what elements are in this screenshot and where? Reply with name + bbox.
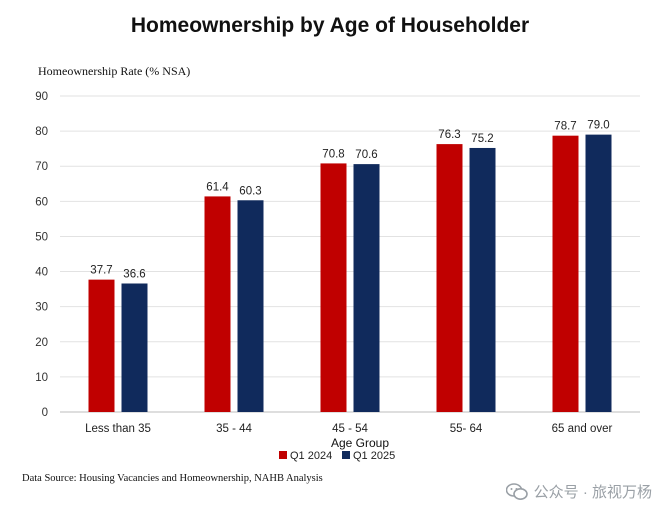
data-label: 70.6 <box>355 149 377 161</box>
chart-title: Homeownership by Age of Householder <box>130 14 530 37</box>
legend-label: Q1 2024 <box>290 450 332 462</box>
bar <box>469 147 496 412</box>
x-tick-label: 45 - 54 <box>332 423 368 435</box>
data-source-note: Data Source: Housing Vacancies and Homeo… <box>22 473 323 484</box>
x-tick-label: Less than 35 <box>85 423 151 435</box>
watermark-text: 公众号 · 旅视万杨 <box>533 484 652 501</box>
y-tick-label: 60 <box>35 196 48 208</box>
y-tick-label: 20 <box>35 337 48 349</box>
bar <box>121 283 148 412</box>
x-tick-label: 65 and over <box>552 423 613 435</box>
data-label: 37.7 <box>90 265 112 277</box>
bar <box>585 134 612 412</box>
legend-swatch <box>279 451 287 459</box>
bar <box>320 163 347 412</box>
y-tick-label: 80 <box>35 126 48 138</box>
bar <box>204 196 231 412</box>
bar <box>88 279 115 412</box>
data-label: 78.7 <box>554 121 576 133</box>
y-tick-label: 90 <box>35 91 48 103</box>
x-axis-label: Age Group <box>331 436 389 450</box>
bar <box>237 200 264 412</box>
legend-label: Q1 2025 <box>353 450 395 462</box>
bar <box>436 144 463 412</box>
data-label: 36.6 <box>123 268 145 280</box>
data-label: 75.2 <box>471 133 493 145</box>
x-tick-label: 55- 64 <box>450 423 483 435</box>
y-tick-label: 70 <box>35 161 48 173</box>
y-tick-label: 30 <box>35 302 48 314</box>
x-tick-label: 35 - 44 <box>216 423 252 435</box>
y-tick-label: 0 <box>42 407 48 419</box>
y-tick-label: 10 <box>35 372 48 384</box>
legend-swatch <box>342 451 350 459</box>
bar <box>353 164 380 412</box>
bar <box>552 135 579 413</box>
y-tick-label: 50 <box>35 231 48 243</box>
y-axis-label: Homeownership Rate (% NSA) <box>38 64 191 78</box>
data-label: 76.3 <box>438 129 460 141</box>
data-label: 60.3 <box>239 185 261 197</box>
data-label: 79.0 <box>587 120 609 132</box>
watermark: 公众号 · 旅视万杨 <box>505 481 652 502</box>
data-label: 70.8 <box>322 148 344 160</box>
y-tick-label: 40 <box>35 267 48 279</box>
data-label: 61.4 <box>206 181 229 193</box>
wechat-icon <box>505 482 528 500</box>
